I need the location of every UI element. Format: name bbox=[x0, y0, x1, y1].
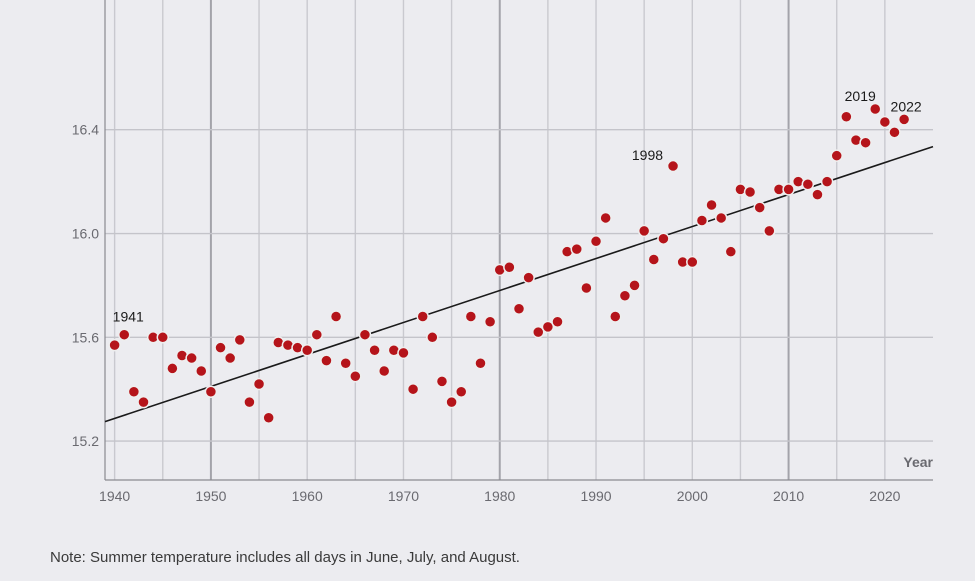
data-point bbox=[166, 362, 179, 375]
data-point bbox=[397, 346, 410, 360]
data-point bbox=[416, 310, 429, 323]
x-tick-label: 2020 bbox=[869, 488, 900, 504]
point-annotation: 2022 bbox=[891, 98, 922, 114]
data-point bbox=[647, 253, 661, 266]
data-point bbox=[888, 126, 901, 139]
data-point bbox=[156, 331, 170, 344]
data-point bbox=[551, 315, 564, 328]
data-point bbox=[686, 255, 699, 269]
data-point bbox=[763, 224, 776, 238]
data-point bbox=[859, 136, 872, 149]
x-tick-label: 1990 bbox=[580, 488, 611, 504]
data-point bbox=[541, 320, 555, 334]
y-tick-label: 16.4 bbox=[72, 122, 99, 138]
data-point bbox=[628, 279, 641, 292]
y-tick-label: 15.2 bbox=[72, 433, 99, 449]
data-point bbox=[868, 102, 882, 116]
data-point bbox=[320, 354, 333, 367]
data-point bbox=[512, 302, 526, 316]
trend-line-group bbox=[104, 145, 934, 423]
y-tick-label: 15.6 bbox=[72, 329, 99, 345]
x-tick-label: 1970 bbox=[388, 488, 419, 504]
data-point bbox=[185, 351, 198, 365]
data-point bbox=[108, 338, 121, 352]
data-point bbox=[724, 245, 738, 258]
data-point bbox=[127, 385, 141, 399]
data-point bbox=[503, 260, 516, 274]
data-points bbox=[108, 102, 911, 424]
data-point bbox=[695, 214, 709, 227]
data-point bbox=[666, 159, 680, 173]
x-tick-label: 2010 bbox=[773, 488, 804, 504]
data-point bbox=[368, 344, 381, 357]
data-point bbox=[137, 395, 150, 409]
tick-labels: 1940 1950 1960 1970 1980 1990 2000 2010 2020 15.2… bbox=[72, 122, 934, 504]
data-point bbox=[118, 328, 131, 341]
data-point bbox=[223, 351, 237, 365]
point-annotation: 1941 bbox=[113, 309, 144, 325]
data-point bbox=[753, 201, 766, 214]
point-annotation: 2019 bbox=[845, 88, 876, 104]
data-point bbox=[339, 356, 352, 370]
data-point bbox=[300, 344, 314, 357]
data-point bbox=[714, 211, 728, 225]
point-annotation: 1998 bbox=[632, 147, 663, 163]
data-point bbox=[705, 198, 718, 212]
data-point bbox=[637, 224, 651, 238]
trend-line bbox=[104, 145, 934, 423]
data-point bbox=[657, 232, 670, 245]
data-point bbox=[377, 364, 391, 378]
data-point bbox=[483, 315, 497, 328]
data-point bbox=[426, 331, 439, 344]
data-point bbox=[830, 149, 843, 162]
data-point bbox=[782, 183, 795, 196]
data-point bbox=[329, 310, 343, 323]
data-point bbox=[743, 185, 757, 199]
data-point bbox=[243, 395, 256, 409]
data-point bbox=[878, 115, 892, 129]
data-point bbox=[599, 211, 612, 225]
data-point bbox=[811, 188, 824, 201]
data-point bbox=[435, 375, 449, 388]
y-tick-label: 16.0 bbox=[72, 226, 99, 242]
data-point bbox=[358, 328, 372, 341]
data-point bbox=[310, 328, 324, 341]
data-point bbox=[454, 385, 468, 399]
x-axis-title: Year bbox=[903, 454, 933, 470]
data-point bbox=[204, 385, 218, 399]
axes bbox=[104, 0, 933, 481]
data-point bbox=[262, 411, 275, 424]
data-point bbox=[349, 369, 362, 383]
data-point bbox=[195, 364, 208, 378]
data-point bbox=[820, 175, 834, 188]
data-point bbox=[445, 395, 458, 409]
footnote: Note: Summer temperature includes all da… bbox=[50, 549, 520, 566]
data-point bbox=[233, 333, 247, 347]
data-point bbox=[406, 382, 420, 396]
x-tick-label: 1950 bbox=[195, 488, 226, 504]
data-point bbox=[570, 242, 584, 256]
x-tick-label: 1940 bbox=[99, 488, 130, 504]
grid-lines bbox=[105, 0, 933, 480]
data-point bbox=[589, 235, 603, 248]
x-tick-label: 2000 bbox=[677, 488, 708, 504]
data-point bbox=[464, 310, 478, 323]
x-tick-label: 1980 bbox=[484, 488, 515, 504]
data-point bbox=[532, 325, 545, 339]
data-point bbox=[252, 377, 266, 391]
data-point bbox=[609, 310, 622, 323]
x-tick-label: 1960 bbox=[292, 488, 323, 504]
data-point bbox=[801, 177, 815, 191]
data-point bbox=[618, 289, 632, 303]
data-point bbox=[840, 110, 853, 124]
data-point bbox=[214, 341, 227, 354]
point-annotations: 1941 1998 2019 2022 bbox=[113, 88, 922, 325]
data-point bbox=[474, 356, 487, 370]
data-point bbox=[522, 271, 535, 284]
data-point bbox=[580, 281, 593, 295]
data-point bbox=[897, 113, 911, 126]
